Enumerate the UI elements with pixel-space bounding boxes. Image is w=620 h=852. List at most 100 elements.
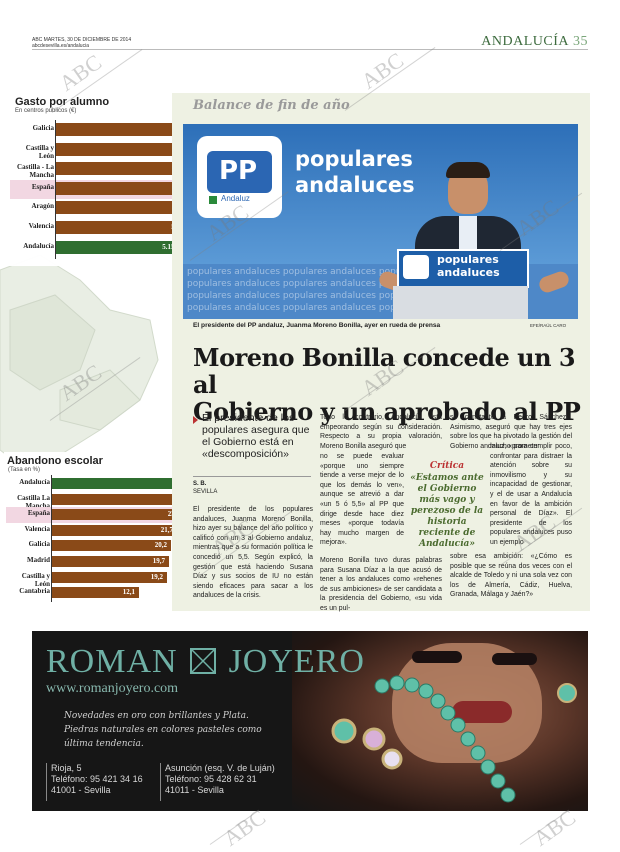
chart-bar [52, 493, 199, 505]
section-title: ANDALUCÍA 35 [481, 34, 588, 50]
article-kicker: Balance de fin de año [193, 98, 350, 113]
watermark: ABC [528, 804, 581, 851]
chart-abandono-subtitle: (Tasa en %) [8, 467, 41, 473]
brand-box-icon [190, 648, 217, 674]
ad-model-lips [452, 701, 512, 723]
chart-bar [52, 587, 139, 599]
chart-value-label: 23,6 [52, 510, 180, 518]
article-col2-narrow: no se puede evaluar «porque uno siempre … [320, 453, 404, 547]
ad-address-2: Asunción (esq. V. de Luján) Teléfono: 95… [160, 763, 285, 801]
chart-bar [56, 123, 210, 136]
article-col2-top: Todo lo contrario, Andalucía está empeor… [320, 414, 442, 450]
chart-category-label: Valencia [24, 524, 50, 533]
chart-value-label: 19,7 [152, 557, 165, 565]
ad-tagline: Novedades en oro con brillantes y Plata.… [64, 711, 262, 749]
article-col3-narrow: mucho para cumplir poco, confrontar para… [490, 443, 572, 546]
chart-category-label: Aragón [31, 202, 54, 211]
chart-value-label: 21,7 [160, 525, 173, 534]
chart-bar [56, 162, 202, 176]
article-headline: Moreno Bonilla concede un 3 al Gobierno … [193, 344, 583, 425]
chart-bar [52, 571, 167, 583]
article-col3-top: so constante a Pedro Sánchez». Asimismo,… [450, 414, 572, 450]
watermark: ABC [356, 47, 409, 94]
pp-logo-sub: Andaluz [221, 194, 250, 203]
chart-category-label: Madrid [27, 556, 50, 564]
ad-model-eye-right [492, 653, 537, 665]
ad-brand: ROMAN JOYERO [46, 643, 365, 681]
chart-bar [52, 540, 171, 552]
podium-line1: populares [437, 253, 499, 266]
article-photo: PP Andaluz populares andaluces populares… [183, 124, 578, 319]
header-url: abcdesevilla.es/andalucia [32, 43, 89, 49]
chart-gasto-title: Gasto por alumno [15, 96, 110, 108]
chart-bar [52, 478, 204, 489]
chart-abandono-title: Abandono escolar [7, 455, 103, 467]
section-name: ANDALUCÍA [481, 34, 569, 49]
chart-gasto: Galicia7.104Castilla y León6.830Castilla… [8, 117, 214, 265]
photo-credit: EFE/RAÚL CARO [530, 323, 567, 328]
chart-category-label: Andalucía [23, 241, 54, 250]
watermark: ABC [54, 49, 107, 96]
header-rule [32, 49, 588, 50]
chart-value-label: 6.057 [56, 184, 191, 192]
header-date: ABC MARTES, 30 DE DICIEMBRE DE 2014 [32, 37, 132, 43]
photo-sign: populares andaluces [295, 146, 415, 198]
chart-category-label: Andalucía [19, 478, 50, 486]
article-col2-bottom: Moreno Bonilla tuvo duras palabras para … [320, 557, 442, 612]
chart-category-label: Cantabria [19, 587, 50, 596]
chart-category-label: Castilla y León [25, 143, 54, 160]
speaker-shirt [459, 216, 477, 256]
advertisement[interactable]: ROMAN JOYERO www.romanjoyero.com Novedad… [32, 631, 588, 811]
chart-bar [56, 221, 191, 234]
chart-category-label: España [31, 182, 54, 191]
article-col3-bottom: sobre esa ambición: «¿Cómo es posible qu… [450, 553, 572, 599]
chart-bar [56, 142, 206, 156]
photo-sign-line1: populares [295, 147, 413, 171]
chart-value-label: 5.781 [56, 223, 187, 231]
podium-line2: andaluces [437, 266, 500, 279]
chart-category-label: Galicia [28, 540, 50, 549]
chart-gasto-subtitle: En centros públicos (€) [15, 108, 77, 114]
page-number: 35 [573, 34, 588, 49]
ad-brand-right: JOYERO [228, 643, 365, 680]
chart-axis [51, 475, 52, 602]
pp-logo-text: PP [219, 156, 258, 186]
podium [393, 286, 528, 319]
chart-value-label: 19,2 [150, 572, 163, 581]
podium-sign: populares andaluces [397, 249, 529, 288]
chart-value-label: 5.150 [162, 242, 178, 251]
photo-sign-line2: andaluces [295, 173, 415, 197]
chart-category-label: Castilla y León [21, 571, 50, 588]
chart-bar [52, 556, 169, 567]
watermark: ABC [218, 804, 271, 851]
speaker-hair [446, 162, 490, 178]
chart-bar [52, 509, 184, 521]
chart-bar [56, 201, 195, 215]
quote-label: Crítica [429, 461, 465, 471]
ad-url[interactable]: www.romanjoyero.com [46, 681, 179, 696]
ad-necklace [331, 675, 577, 803]
ad-address-1: Rioja, 5 Teléfono: 95 421 34 16 41001 - … [46, 763, 161, 801]
headline-line1: Moreno Bonilla concede un 3 al [193, 343, 576, 399]
article-lead: El presidente de los populares asegura q… [202, 412, 310, 460]
ad-model-eye-left [412, 651, 462, 663]
chart-category-label: Galicia [32, 124, 54, 132]
pull-quote: «Estamos ante el Gobierno más vago y per… [410, 473, 484, 549]
chart-bar [56, 181, 195, 195]
article-col1: El presidente de los populares andaluces… [193, 506, 313, 600]
chart-bar [52, 524, 177, 536]
chart-category-label: Castilla La Mancha [17, 493, 50, 510]
byline-city: SEVILLA [193, 489, 218, 495]
photo-caption: El presidente del PP andaluz, Juanma Mor… [193, 322, 441, 329]
chart-value-label: 6.032 [56, 203, 191, 211]
chart-value-label: 12,1 [122, 588, 135, 597]
chart-category-label: Castilla - La Mancha [17, 163, 54, 180]
byline-author: S. B. [193, 481, 207, 487]
lead-rule [193, 476, 311, 477]
pp-logo: PP Andaluz [197, 136, 282, 218]
page-header-info: ABC MARTES, 30 DE DICIEMBRE DE 2014 abcd… [32, 37, 131, 49]
chart-category-label: Valencia [28, 222, 54, 230]
photo-backdrop-text: populares andaluces populares andaluces … [187, 267, 424, 313]
chart-category-label: España [27, 509, 50, 518]
